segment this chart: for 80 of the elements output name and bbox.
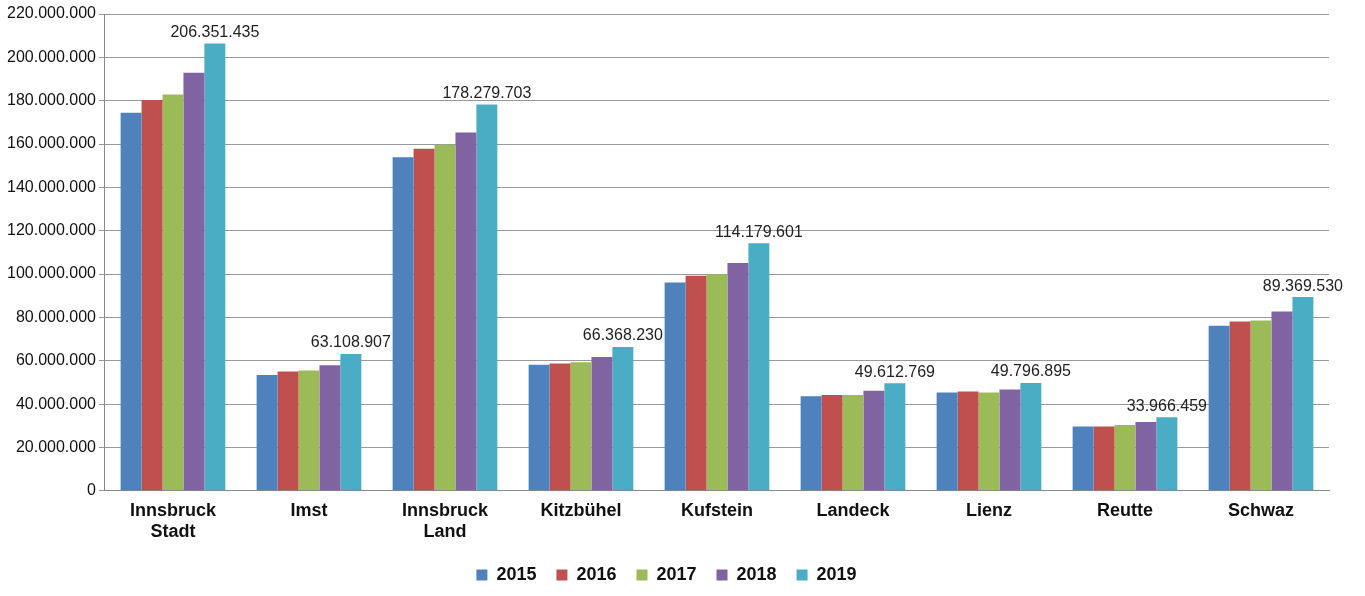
bar xyxy=(1208,325,1230,491)
x-tick-label: Lienz xyxy=(965,499,1012,520)
bar xyxy=(120,112,142,491)
y-tick-label: 180.000.000 xyxy=(6,91,97,109)
y-tick-label: 60.000.000 xyxy=(15,351,97,369)
bar xyxy=(884,383,906,491)
bar xyxy=(256,375,278,491)
bar xyxy=(392,157,414,491)
bar xyxy=(434,144,456,491)
bar xyxy=(748,243,770,491)
x-tick-label: Kitzbühel xyxy=(540,499,622,520)
y-tick-label: 200.000.000 xyxy=(6,47,97,65)
y-tick-label: 220.000.000 xyxy=(6,4,97,22)
legend-label: 2017 xyxy=(656,563,697,584)
bar xyxy=(183,72,205,491)
data-label: 49.612.769 xyxy=(854,362,936,380)
data-label: 66.368.230 xyxy=(582,326,664,344)
bar xyxy=(1093,426,1115,491)
x-tick-label: Imst xyxy=(290,499,328,520)
legend-label: 2018 xyxy=(736,563,777,584)
bar xyxy=(664,282,686,491)
bar xyxy=(936,392,958,491)
bar xyxy=(1072,426,1094,491)
bar xyxy=(685,275,707,491)
bar xyxy=(978,392,1000,491)
legend-label: 2015 xyxy=(496,563,537,584)
bar xyxy=(842,395,864,491)
bar xyxy=(204,43,226,491)
bar xyxy=(1135,421,1157,491)
y-tick-label: 140.000.000 xyxy=(6,177,97,195)
y-tick-label: 80.000.000 xyxy=(15,307,97,325)
data-label: 114.179.601 xyxy=(714,222,803,240)
bar xyxy=(706,274,728,491)
y-tick-label: 40.000.000 xyxy=(15,394,97,412)
bar xyxy=(591,357,613,491)
data-label: 206.351.435 xyxy=(170,22,260,40)
bar xyxy=(476,104,498,491)
bar xyxy=(1229,321,1251,491)
x-tick-label: Schwaz xyxy=(1227,499,1295,520)
y-tick-label: 0 xyxy=(87,481,97,499)
bar xyxy=(1271,311,1293,491)
bar xyxy=(340,354,362,491)
legend-label: 2019 xyxy=(816,563,857,584)
x-tick-label: Reutte xyxy=(1096,499,1153,520)
data-label: 178.279.703 xyxy=(442,83,532,101)
bar xyxy=(863,390,885,491)
bar xyxy=(727,263,749,491)
bar xyxy=(800,396,822,491)
x-tick-label: Innsbruck Land xyxy=(401,499,489,542)
bar xyxy=(957,391,979,491)
bar xyxy=(319,365,341,491)
data-label: 89.369.530 xyxy=(1262,276,1344,294)
bar xyxy=(549,363,571,491)
x-tick-label: Landeck xyxy=(816,499,891,520)
y-tick-label: 20.000.000 xyxy=(15,437,97,455)
x-tick-label: Innsbruck Stadt xyxy=(129,499,217,542)
bar xyxy=(413,148,435,491)
x-tick-label: Kufstein xyxy=(680,499,753,520)
data-label: 63.108.907 xyxy=(310,333,392,351)
bar xyxy=(821,395,843,491)
bar xyxy=(570,362,592,491)
bar xyxy=(277,371,299,491)
bar xyxy=(1250,320,1272,491)
bar xyxy=(1020,382,1042,491)
bar xyxy=(1156,417,1178,491)
data-label: 33.966.459 xyxy=(1126,396,1208,414)
y-tick-label: 120.000.000 xyxy=(6,221,97,239)
bar xyxy=(1292,297,1314,491)
bar xyxy=(612,346,634,491)
bar xyxy=(298,370,320,491)
bar xyxy=(1114,424,1136,491)
data-label: 49.796.895 xyxy=(990,362,1072,380)
bar xyxy=(999,389,1021,491)
legend-label: 2016 xyxy=(576,563,617,584)
bar xyxy=(528,364,550,491)
bar xyxy=(455,132,477,491)
y-tick-label: 160.000.000 xyxy=(6,134,97,152)
bar xyxy=(141,100,163,491)
bar xyxy=(162,94,184,491)
y-tick-label: 100.000.000 xyxy=(6,264,97,282)
